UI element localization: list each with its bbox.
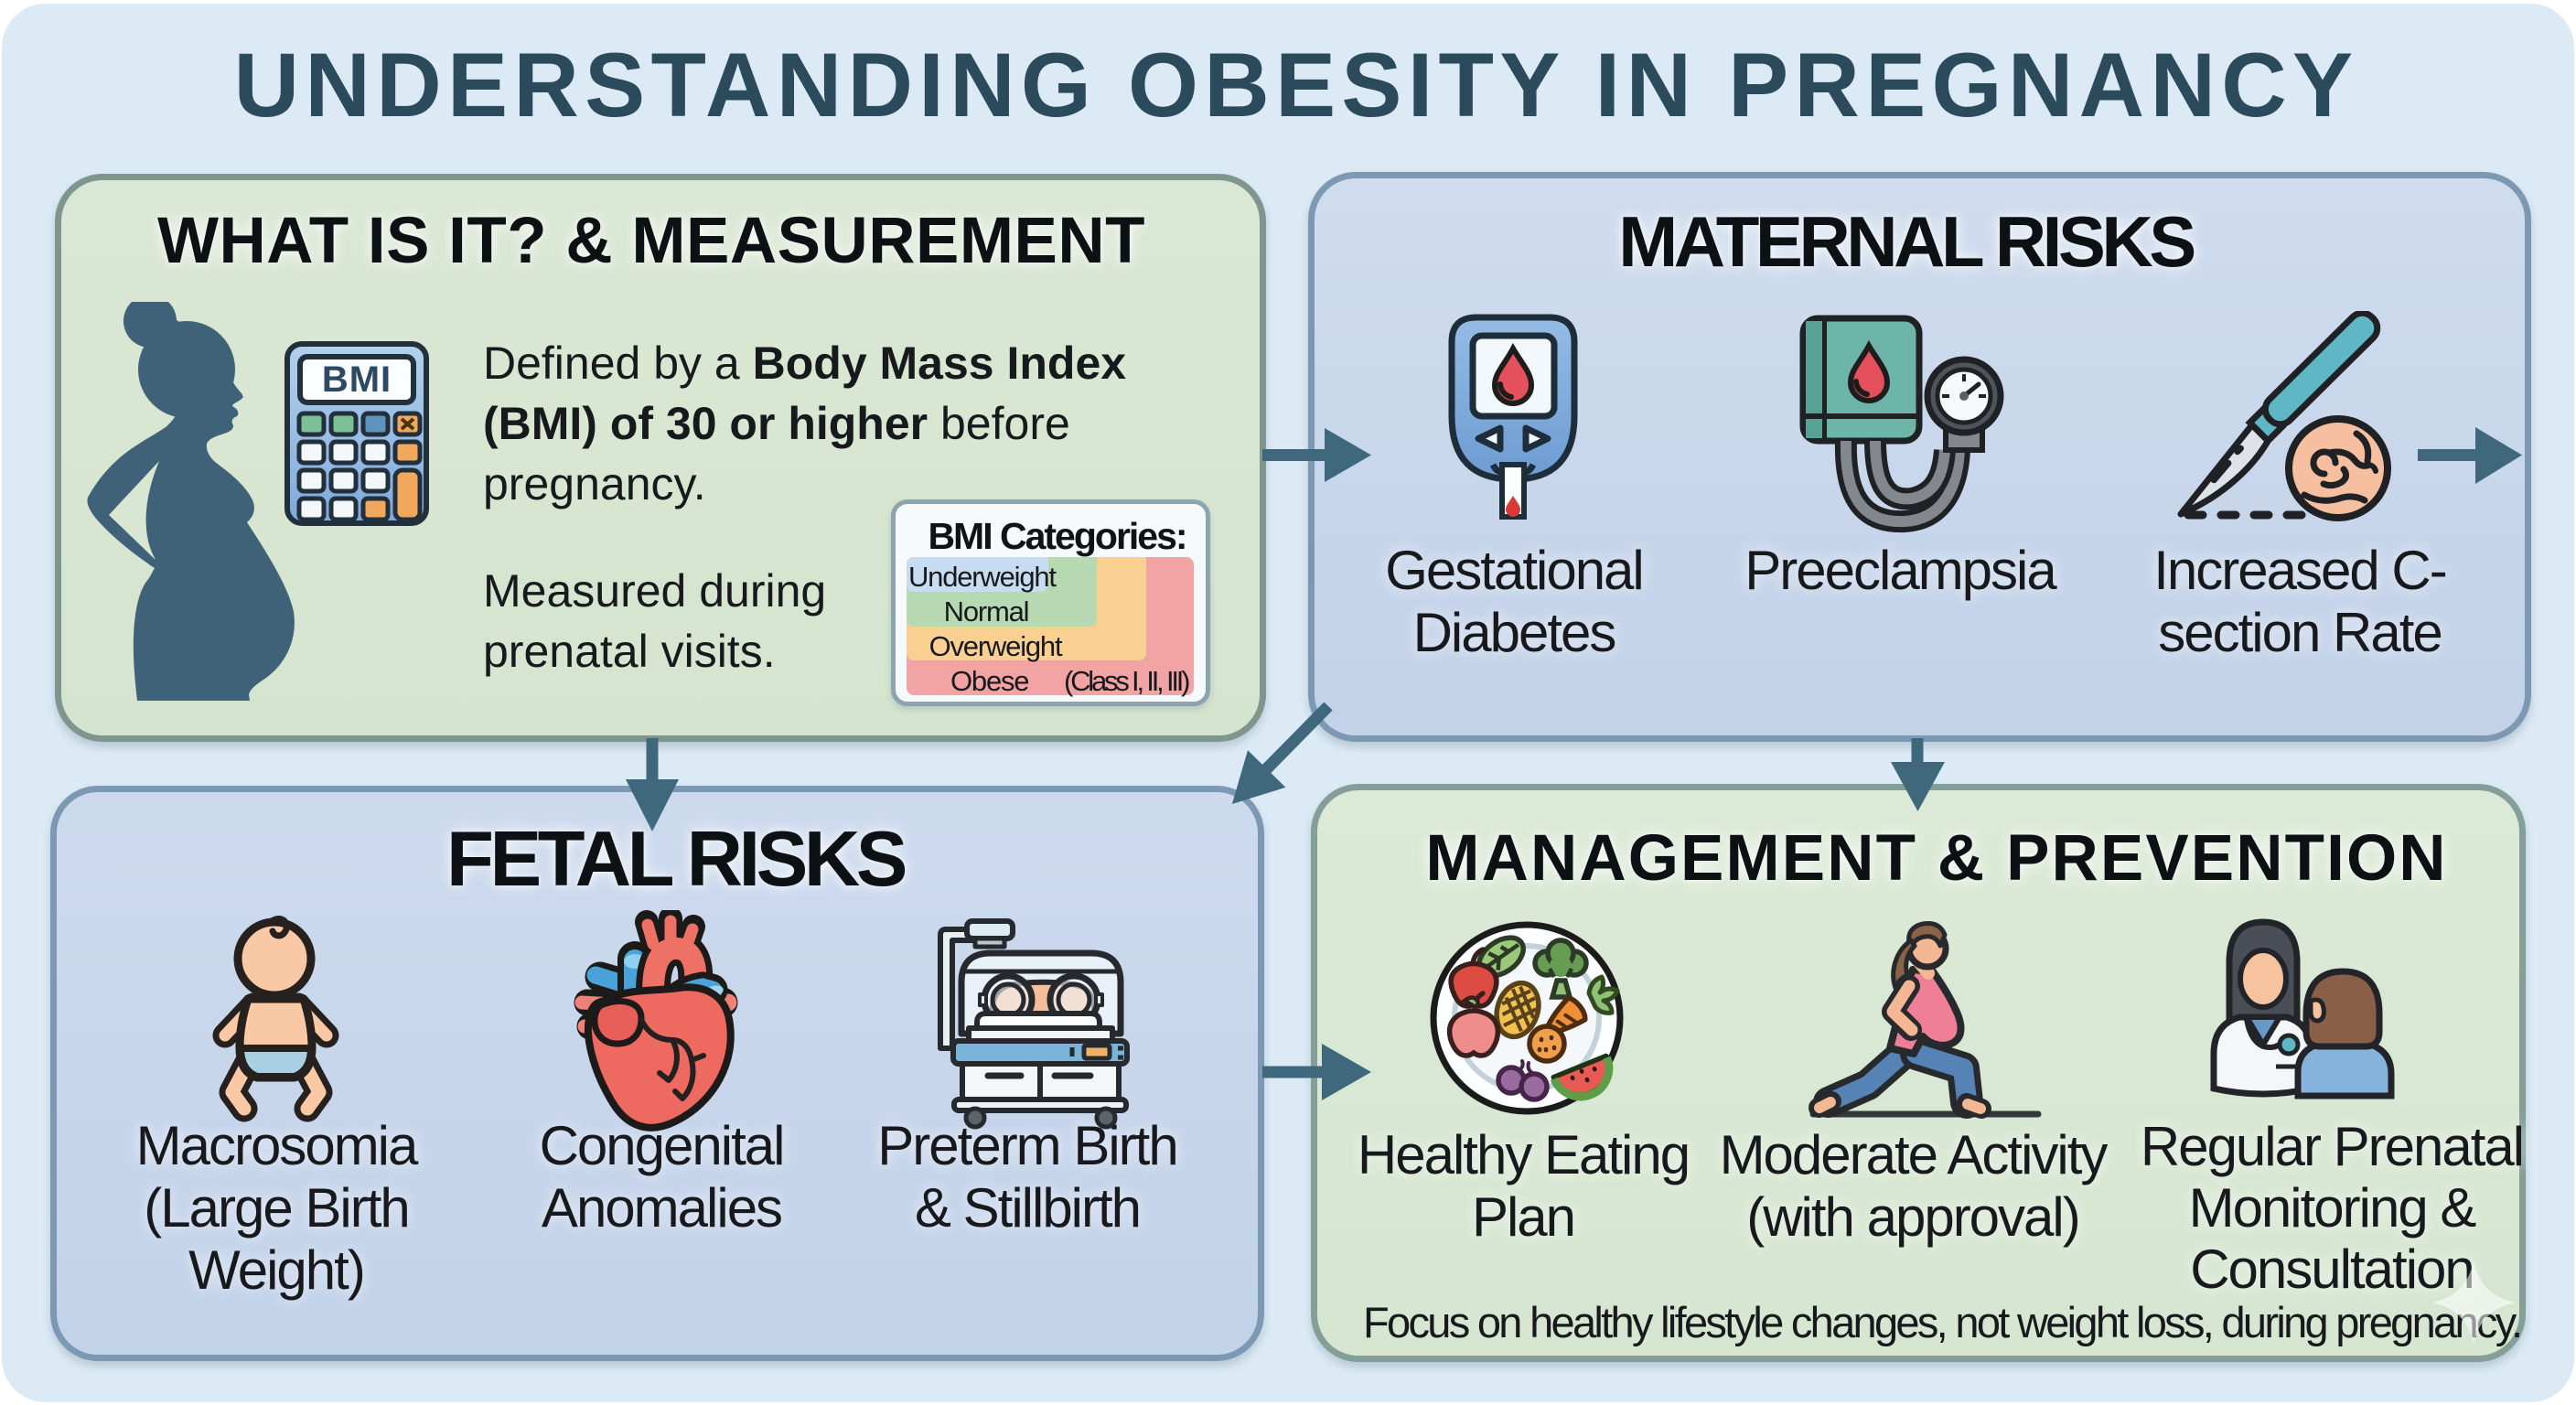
svg-text:BMI: BMI (322, 359, 392, 400)
